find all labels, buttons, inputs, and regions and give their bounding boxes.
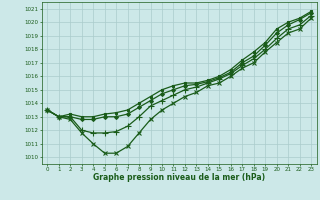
X-axis label: Graphe pression niveau de la mer (hPa): Graphe pression niveau de la mer (hPa): [93, 173, 265, 182]
